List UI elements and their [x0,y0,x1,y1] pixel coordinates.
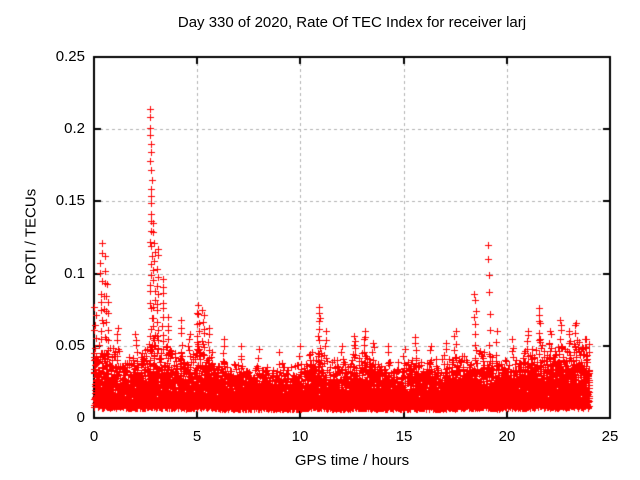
x-tick-label: 10 [291,428,309,445]
y-tick-label: 0.25 [55,48,85,65]
y-tick-label: 0 [76,409,85,426]
x-tick-label: 0 [89,428,99,445]
y-tick-label: 0.05 [55,337,85,354]
x-tick-label: 5 [192,428,202,445]
x-tick-label: 15 [395,428,413,445]
x-tick-label: 20 [498,428,516,445]
y-tick-label: 0.15 [55,192,85,209]
chart-title: Day 330 of 2020, Rate Of TEC Index for r… [177,14,527,31]
x-tick-label: 25 [601,428,619,445]
y-tick-label: 0.1 [64,265,85,282]
x-axis-label: GPS time / hours [294,452,410,469]
y-tick-label: 0.2 [64,120,85,137]
